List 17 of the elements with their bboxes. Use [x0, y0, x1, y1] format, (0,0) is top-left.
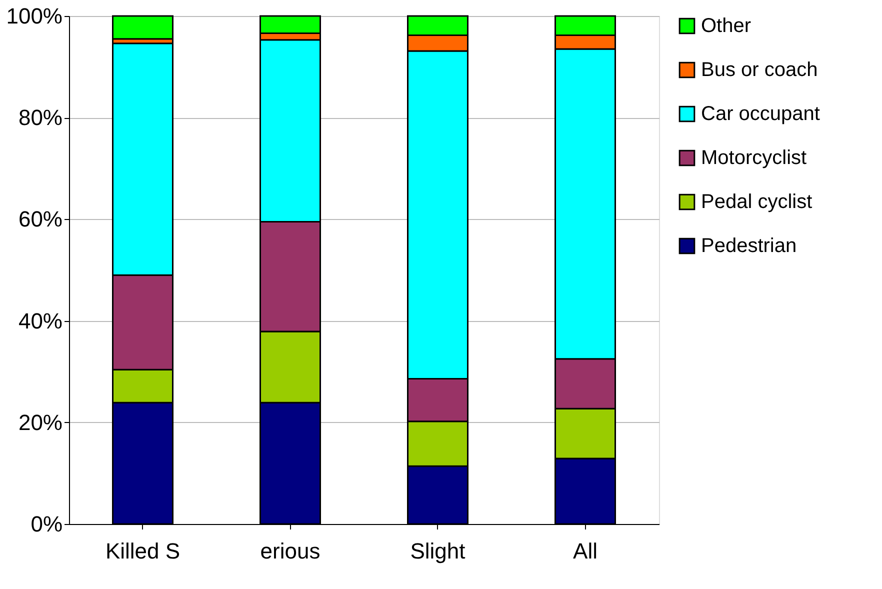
y-tick-label: 100% — [6, 4, 62, 28]
legend-label: Motorcyclist — [701, 147, 808, 169]
y-tick-label: 40% — [18, 308, 62, 334]
y-tick-label: 20% — [18, 410, 62, 435]
x-tick-label: Killed S — [105, 538, 180, 564]
x-tick-label: All — [573, 538, 598, 564]
legend-label: Bus or coach — [701, 59, 818, 81]
legend-label: Car occupant — [701, 103, 820, 125]
legend-label: Other — [701, 15, 752, 37]
bar — [112, 15, 174, 40]
x-tick-label: erious — [260, 538, 320, 564]
x-tick-label: Slight — [410, 538, 466, 564]
legend-label: Pedal cyclist — [701, 191, 813, 213]
y-tick-label: 60% — [18, 206, 62, 232]
y-tick-label: 80% — [18, 105, 62, 130]
y-tick-label: 0% — [30, 512, 62, 536]
legend-label: Pedestrian — [701, 235, 797, 257]
